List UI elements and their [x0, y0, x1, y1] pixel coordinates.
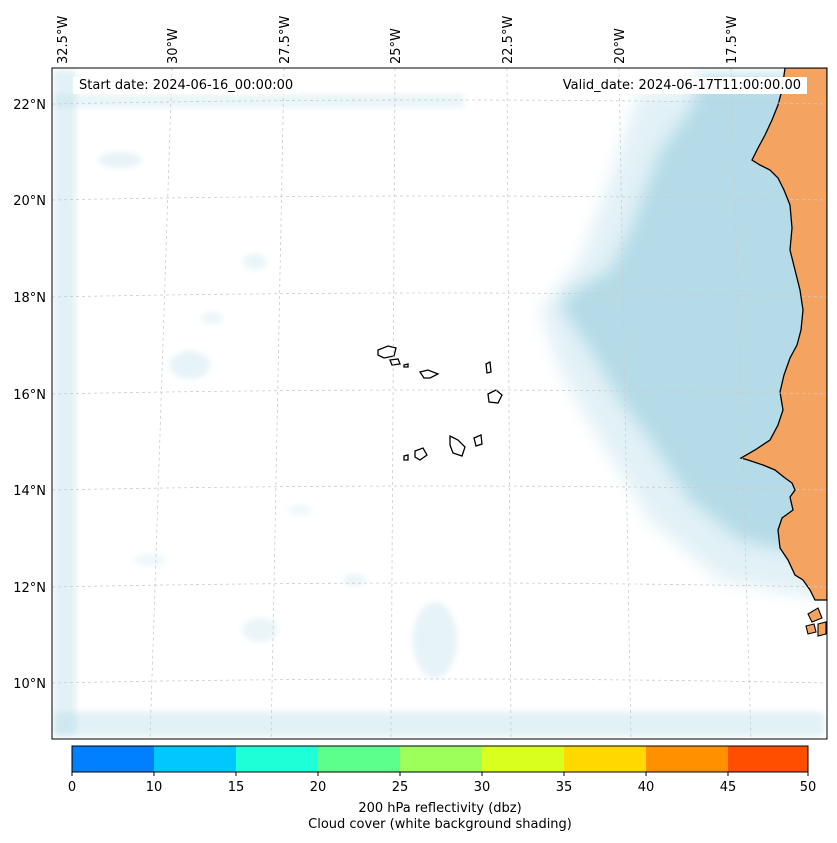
colorbar-title: 200 hPa reflectivity (dbz) Cloud cover (… [72, 801, 808, 833]
lat-label: 18°N [13, 291, 46, 306]
lon-label: 25°W [389, 28, 404, 64]
colorbar-frame [71, 745, 809, 773]
lon-label: 32.5°W [56, 16, 71, 64]
colorbar-tick-label: 20 [309, 780, 327, 795]
graticule [52, 68, 827, 739]
lat-label: 22°N [13, 98, 46, 113]
cloud-patch [170, 351, 210, 379]
latitude-labels: 22°N 20°N 18°N 16°N 14°N 12°N 10°N [13, 98, 46, 692]
colorbar-segment [318, 746, 400, 772]
island-santiago [449, 434, 466, 457]
colorbar-tick-label: 25 [391, 780, 409, 795]
lon-label: 17.5°W [725, 16, 740, 64]
island-fogo [414, 447, 428, 461]
valid-date-label: Valid_date: 2024-06-17T11:00:00.00 [556, 77, 807, 94]
lat-label: 10°N [13, 677, 46, 692]
colorbar [71, 745, 809, 776]
bijagos-islands [805, 607, 827, 637]
colorbar-tick-label: 15 [227, 780, 245, 795]
island-santa-luzia [403, 363, 409, 368]
island-sao-vicente [389, 358, 401, 366]
colorbar-tick-label: 0 [67, 780, 77, 795]
colorbar-segment [564, 746, 646, 772]
cloud-patch [413, 602, 457, 678]
island-brava [403, 454, 409, 461]
colorbar-tick-label: 10 [145, 780, 163, 795]
colorbar-tick-label: 40 [637, 780, 655, 795]
cloud-patch [343, 574, 367, 586]
cape-verde-islands [377, 345, 503, 461]
colorbar-segment [154, 746, 236, 772]
lat-label: 14°N [13, 484, 46, 499]
cloud-frame-north [54, 94, 464, 108]
colorbar-title-line1: 200 hPa reflectivity (dbz) [358, 801, 522, 816]
lat-label: 12°N [13, 581, 46, 596]
colorbar-segment [236, 746, 318, 772]
colorbar-segment [482, 746, 564, 772]
cloud-patch [242, 618, 278, 642]
colorbar-segment [400, 746, 482, 772]
colorbar-title-line2: Cloud cover (white background shading) [308, 817, 572, 832]
island-maio [473, 434, 483, 447]
cloud-cover-shading [54, 70, 827, 736]
island-sao-nicolau [418, 369, 440, 379]
colorbar-tick-label: 45 [719, 780, 737, 795]
lon-label: 27.5°W [278, 16, 293, 64]
africa-land [739, 68, 827, 601]
island-santo-antao [377, 345, 397, 359]
lat-label: 20°N [13, 194, 46, 209]
colorbar-segment [646, 746, 728, 772]
cloud-patch [243, 254, 267, 270]
longitude-labels: 32.5°W 30°W 27.5°W 25°W 22.5°W 20°W 17.5… [56, 16, 740, 64]
colorbar-tick-label: 35 [555, 780, 573, 795]
island-sal [485, 360, 492, 374]
cloud-patch [134, 554, 166, 566]
lon-label: 22.5°W [501, 16, 516, 64]
cloud-band-east-outer [540, 90, 827, 600]
colorbar-segment [728, 746, 808, 772]
lat-label: 16°N [13, 388, 46, 403]
cloud-frame-south [54, 712, 824, 736]
colorbar-segment [72, 746, 154, 772]
lon-label: 20°W [613, 28, 628, 64]
cloud-frame-west [54, 70, 76, 735]
lon-label: 30°W [166, 28, 181, 64]
colorbar-tick-label: 50 [799, 780, 817, 795]
island-boa-vista [487, 389, 503, 404]
map-frame [51, 67, 828, 740]
cloud-patch [98, 152, 142, 168]
cloud-patch [202, 312, 222, 324]
colorbar-tick-label: 30 [473, 780, 491, 795]
cloud-patch [288, 505, 312, 515]
start-date-label: Start date: 2024-06-16_00:00:00 [73, 77, 300, 94]
